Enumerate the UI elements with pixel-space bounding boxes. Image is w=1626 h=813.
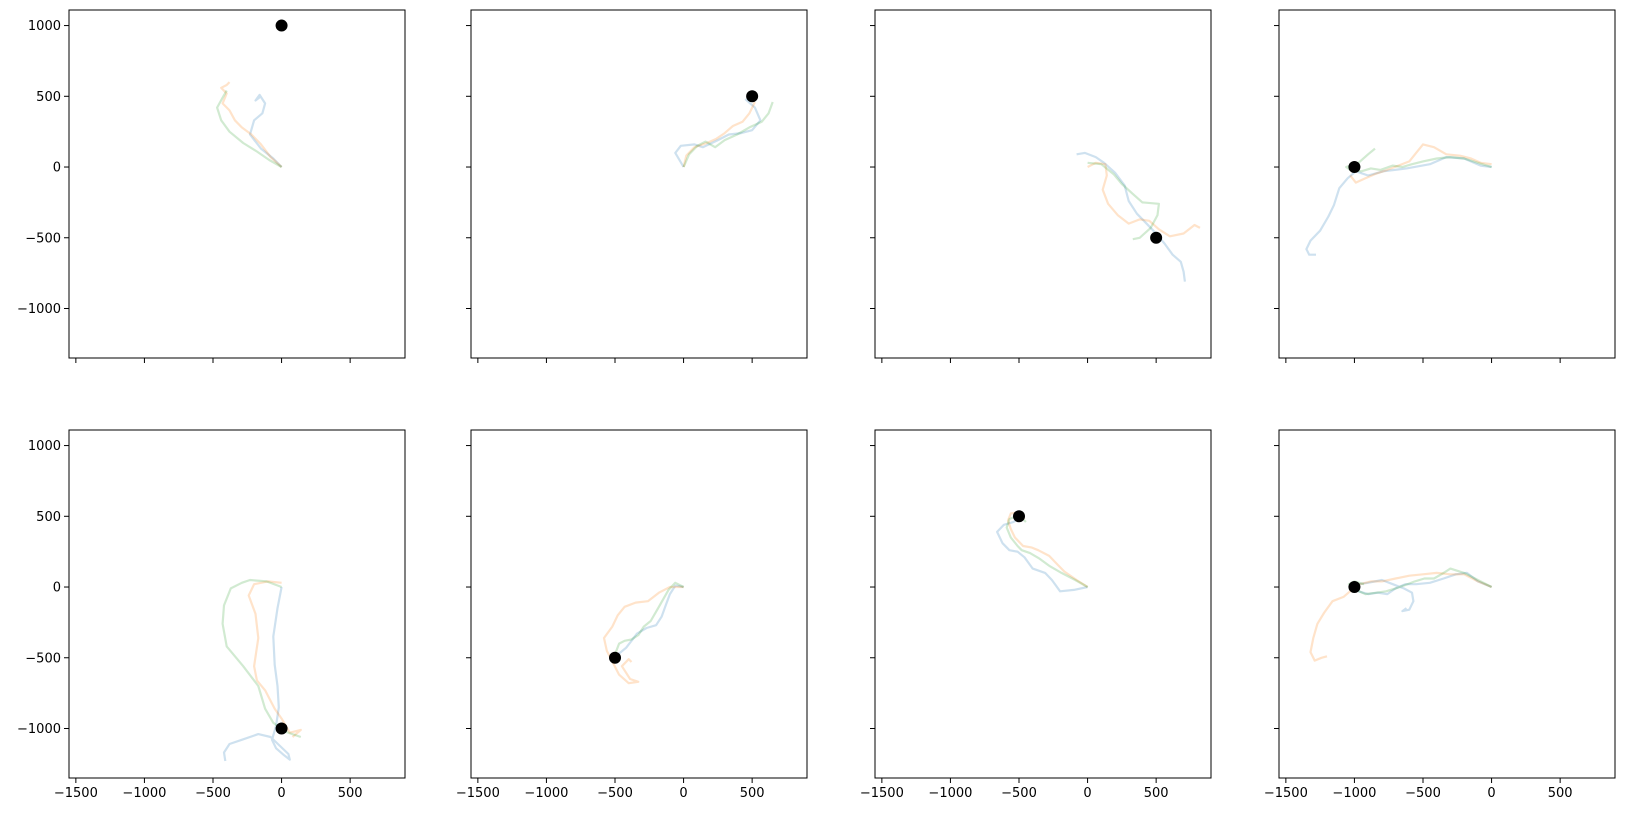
y-tick-label: 1000 bbox=[28, 19, 61, 34]
y-tick-label: 0 bbox=[53, 581, 61, 596]
x-tick-label: 500 bbox=[1144, 786, 1169, 801]
x-tick-label: −1500 bbox=[456, 786, 500, 801]
axes-frame bbox=[68, 9, 406, 359]
axes-frame bbox=[874, 429, 1212, 779]
trajectory-line-3 bbox=[1005, 513, 1089, 588]
trajectory-line-1 bbox=[674, 98, 762, 168]
y-tick-label: −500 bbox=[25, 231, 61, 246]
trajectory-line-2 bbox=[1309, 571, 1493, 662]
subplot-8: −1500 −1000 −500 0 500 bbox=[1264, 429, 1616, 801]
trajectory-line-1 bbox=[1076, 151, 1186, 282]
trajectory-line-2 bbox=[247, 580, 302, 738]
subplot-5: −1500 −1000 −500 0 500 1000 500 0 −500 −1000 bbox=[17, 429, 406, 801]
trajectory-line-1 bbox=[222, 586, 291, 762]
x-tick-label: −1000 bbox=[1332, 786, 1376, 801]
subplot-6: −1500 −1000 −500 0 500 bbox=[456, 429, 808, 801]
trajectory-line-3 bbox=[682, 101, 774, 168]
y-tick-label: 0 bbox=[53, 161, 61, 176]
trajectory-line-3 bbox=[612, 581, 685, 659]
trajectory-line-2 bbox=[682, 101, 756, 168]
y-tick-label: −1000 bbox=[17, 722, 61, 737]
trajectory-line-1 bbox=[612, 584, 684, 659]
x-tick-label: −1500 bbox=[1264, 786, 1308, 801]
axes-frame bbox=[470, 429, 808, 779]
subplot-2 bbox=[466, 9, 808, 363]
y-tick-label: −1000 bbox=[17, 302, 61, 317]
x-tick-label: −500 bbox=[1001, 786, 1037, 801]
x-tick-label: −500 bbox=[1405, 786, 1441, 801]
x-tick-label: 0 bbox=[277, 786, 285, 801]
trajectory-line-1 bbox=[1353, 571, 1493, 613]
axes-frame bbox=[1278, 9, 1616, 359]
trajectory-line-3 bbox=[221, 578, 302, 739]
subplot-1: 1000 500 0 −500 −1000 bbox=[17, 9, 406, 363]
x-tick-label: 500 bbox=[1548, 786, 1573, 801]
x-tick-label: 0 bbox=[679, 786, 687, 801]
target-marker bbox=[1150, 231, 1163, 244]
axes-frame bbox=[68, 429, 406, 779]
x-tick-label: −1000 bbox=[122, 786, 166, 801]
target-marker bbox=[275, 19, 288, 32]
subplot-3 bbox=[870, 9, 1212, 363]
target-marker bbox=[275, 722, 288, 735]
subplot-7: −1500 −1000 −500 0 500 bbox=[860, 429, 1212, 801]
target-marker bbox=[1348, 581, 1361, 594]
target-marker bbox=[1348, 161, 1361, 174]
y-tick-label: 1000 bbox=[28, 439, 61, 454]
x-tick-label: −1500 bbox=[860, 786, 904, 801]
axes-frame bbox=[470, 9, 808, 359]
trajectory-line-1 bbox=[1305, 156, 1492, 256]
subplot-4 bbox=[1274, 9, 1616, 363]
x-tick-label: −1000 bbox=[928, 786, 972, 801]
x-tick-label: −500 bbox=[195, 786, 231, 801]
trajectory-line-3 bbox=[1087, 161, 1161, 241]
x-tick-label: −500 bbox=[597, 786, 633, 801]
trajectory-line-2 bbox=[602, 585, 684, 685]
trajectory-line-2 bbox=[1006, 510, 1089, 588]
x-tick-label: 0 bbox=[1487, 786, 1495, 801]
axes-frame bbox=[1278, 429, 1616, 779]
target-marker bbox=[609, 651, 621, 664]
trajectory-line-2 bbox=[220, 81, 283, 168]
x-tick-label: −1000 bbox=[524, 786, 568, 801]
x-tick-label: −1500 bbox=[54, 786, 98, 801]
trajectory-line-1 bbox=[995, 515, 1088, 593]
y-tick-label: 500 bbox=[36, 510, 61, 525]
y-tick-label: −500 bbox=[25, 651, 61, 666]
trajectory-line-3 bbox=[216, 90, 283, 168]
x-tick-label: 0 bbox=[1083, 786, 1091, 801]
axes-frame bbox=[874, 9, 1212, 359]
trajectory-line-2 bbox=[1087, 161, 1201, 238]
trajectory-line-3 bbox=[1345, 147, 1492, 173]
target-marker bbox=[746, 90, 759, 103]
x-tick-label: 500 bbox=[338, 786, 363, 801]
trajectory-line-1 bbox=[248, 93, 283, 168]
target-marker bbox=[1013, 510, 1025, 523]
trajectory-line-2 bbox=[1349, 143, 1492, 184]
x-tick-label: 500 bbox=[740, 786, 765, 801]
y-tick-label: 500 bbox=[36, 90, 61, 105]
